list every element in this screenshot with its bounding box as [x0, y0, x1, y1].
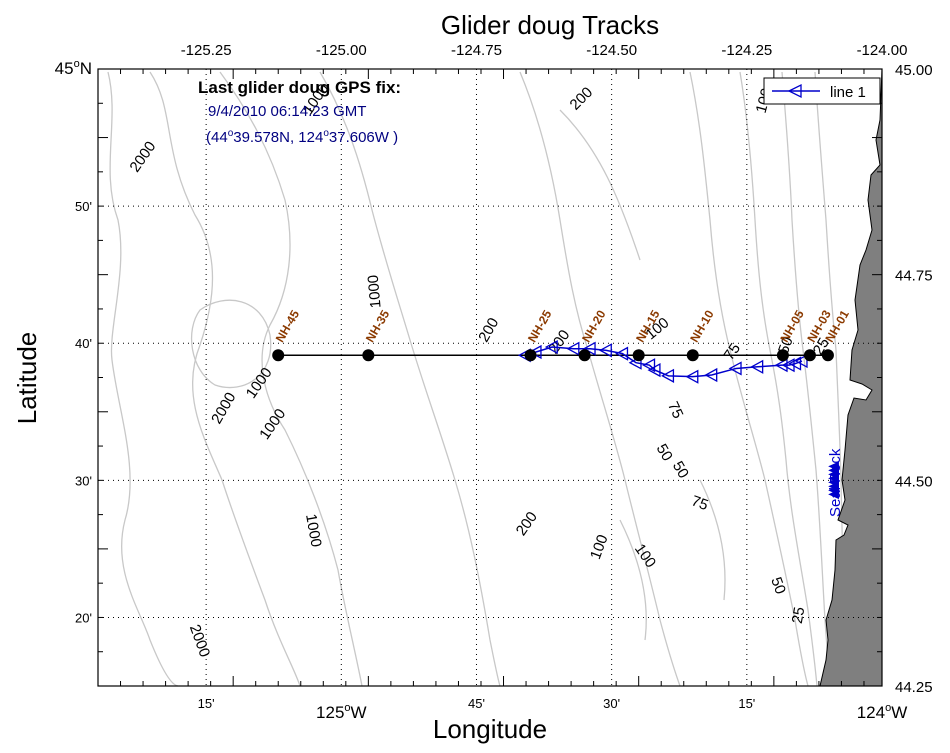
- station-marker: [578, 349, 591, 362]
- contour-2000-west: [107, 71, 179, 687]
- contour-label: 1000: [302, 513, 325, 549]
- left-tick-label: 50': [75, 199, 92, 214]
- glider-track-point: [774, 358, 788, 373]
- glider-track-point: [685, 369, 699, 384]
- right-tick-label: 44.50: [895, 473, 933, 490]
- legend-marker: [787, 83, 802, 99]
- map-title: Glider doug Tracks: [441, 10, 659, 40]
- bottom-tick-label: 15': [198, 696, 215, 711]
- top-tick-label: -125.25: [181, 42, 232, 59]
- contour-offshore-2: [619, 519, 647, 641]
- top-tick-label: -125.00: [316, 42, 367, 59]
- seal-rock-track-point: [828, 489, 839, 500]
- left-tick-label: 40': [75, 336, 92, 351]
- place-label-group: Seal Rock: [827, 448, 844, 517]
- bottom-tick-label: 125oW: [316, 702, 367, 722]
- contour-label: 75: [689, 492, 710, 514]
- contour-1000-loop: [190, 299, 272, 389]
- glider-track-point: [642, 358, 656, 373]
- glider-track-point: [582, 341, 596, 356]
- contour-label: 50: [767, 575, 789, 596]
- tick-labels: -125.25 -125.00 -124.75 -124.50 -124.25 -124.…: [55, 42, 933, 722]
- station-marker: [272, 349, 285, 362]
- left-tick-label: 30': [75, 473, 92, 488]
- contour-offshore-3: [699, 479, 726, 601]
- y-axis-label: Latitude: [12, 332, 42, 425]
- station-marker: [776, 349, 789, 362]
- contour-75: [739, 71, 818, 687]
- left-tick-label: 20': [75, 610, 92, 625]
- contour-2000-mid: [149, 71, 301, 687]
- glider-track-point: [598, 343, 612, 358]
- contour-50: [781, 71, 831, 687]
- station-marker: [362, 349, 375, 362]
- right-tick-label: 44.25: [895, 679, 933, 696]
- contour-offshore-1: [559, 109, 641, 261]
- glider-track-point: [788, 356, 802, 371]
- glider-track-point: [704, 367, 718, 383]
- contour-label: 50: [669, 458, 692, 481]
- contour-100: [689, 71, 809, 687]
- place-label-seal-rock: Seal Rock: [827, 448, 844, 517]
- left-tick-label: 45oN: [55, 58, 92, 78]
- station-marker: [686, 349, 699, 362]
- contour-label: 75: [721, 340, 744, 363]
- axis-ticks: [97, 68, 882, 687]
- glider-track-point: [794, 353, 808, 369]
- contour-label: 25: [789, 606, 809, 625]
- top-tick-label: -124.50: [586, 42, 637, 59]
- land-area: [819, 68, 883, 687]
- glider-track-group: [517, 339, 808, 384]
- glider-track-point: [781, 358, 795, 373]
- station-marker: [803, 349, 816, 362]
- glider-track-point: [728, 361, 742, 376]
- glider-track-point: [750, 359, 764, 374]
- bottom-tick-label: 124oW: [857, 702, 908, 722]
- contour-label: 50: [653, 441, 676, 464]
- contour-label: 1000: [365, 274, 385, 309]
- last-fix-heading: Last glider doug GPS fix:: [198, 78, 401, 97]
- last-fix-position: (44o39.578N, 124o37.606W ): [206, 128, 398, 146]
- top-tick-label: -124.00: [857, 42, 908, 59]
- ocean-area: [98, 69, 895, 686]
- grid-lines: [98, 69, 882, 686]
- contour-label: 75: [664, 399, 686, 421]
- station-marker: [632, 349, 645, 362]
- glider-track-point: [615, 346, 629, 361]
- glider-track-point: [566, 341, 580, 356]
- top-tick-label: -124.75: [451, 42, 502, 59]
- last-fix-time: 9/4/2010 06:14:23 GMT: [208, 103, 366, 120]
- bottom-tick-label: 30': [603, 696, 620, 711]
- glider-track-point: [661, 368, 675, 383]
- x-axis-label: Longitude: [433, 714, 547, 744]
- bottom-tick-label: 45': [468, 696, 485, 711]
- right-tick-label: 45.00: [895, 62, 933, 79]
- station-marker: [821, 349, 834, 362]
- legend: line 1: [763, 77, 881, 105]
- bottom-tick-label: 15': [738, 696, 755, 711]
- contour-1000-east: [319, 71, 501, 687]
- station-marker: [524, 349, 537, 362]
- glider-track-point: [544, 339, 558, 355]
- right-tick-label: 44.75: [895, 268, 933, 285]
- contour-200: [519, 71, 681, 687]
- top-tick-label: -124.25: [721, 42, 772, 59]
- legend-label: line 1: [830, 84, 866, 101]
